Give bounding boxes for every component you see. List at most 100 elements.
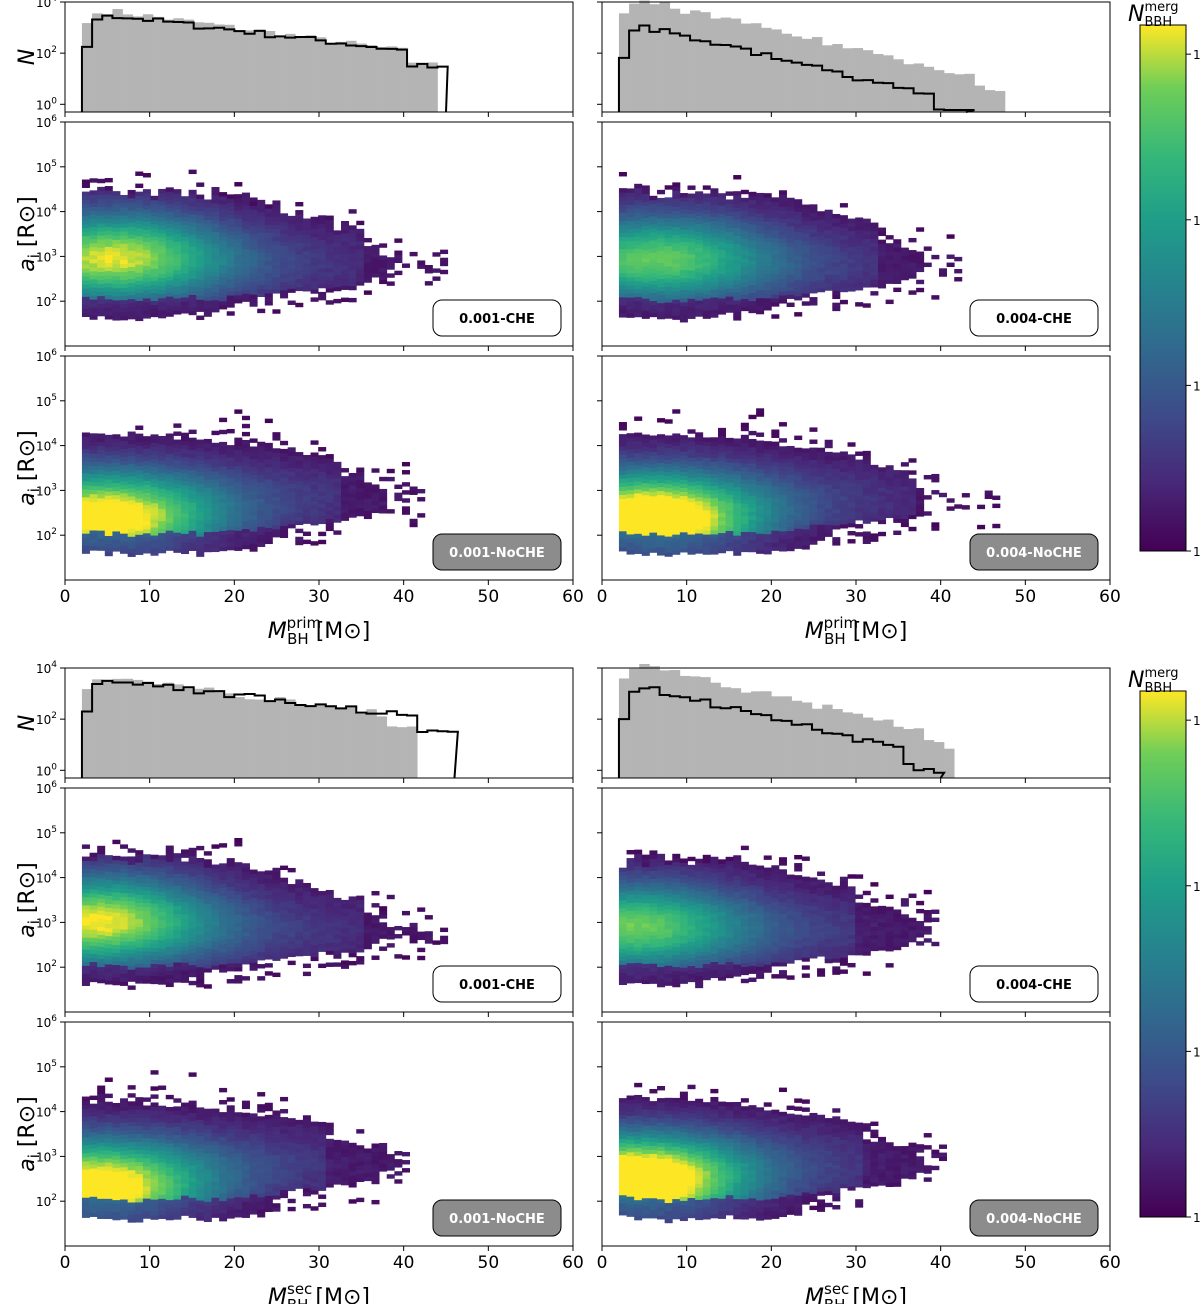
heat-cell: [104, 307, 113, 312]
heat-cell: [725, 219, 734, 225]
heat-cell: [363, 238, 372, 243]
heat-cell: [226, 246, 235, 252]
heat-cell: [409, 522, 418, 528]
heat-cell: [634, 199, 643, 205]
heat-cell: [127, 516, 136, 521]
y-tick-label: 105: [36, 393, 57, 409]
heat-cell: [839, 503, 848, 509]
heat-cell: [809, 467, 818, 473]
heat-cell: [97, 453, 106, 459]
heat-cell: [173, 516, 182, 521]
heat-cell: [824, 237, 833, 243]
heat-cell: [211, 904, 220, 910]
heat-cell: [127, 888, 136, 894]
heat-cell: [272, 524, 281, 530]
heat-cell: [318, 491, 327, 496]
heat-cell: [786, 266, 795, 271]
heat-cell: [310, 496, 319, 502]
heat-cell: [702, 217, 711, 223]
heat-cell: [89, 465, 98, 471]
heat-cell: [89, 517, 98, 523]
heat-cell: [710, 505, 719, 511]
heat-cell: [97, 861, 106, 867]
heat-cell: [618, 526, 627, 532]
heat-cell: [679, 463, 688, 468]
heat-cell: [295, 246, 304, 251]
heat-cell: [657, 197, 666, 203]
heat-cell: [664, 201, 673, 206]
heat-cell: [89, 933, 98, 938]
heat-cell: [165, 861, 174, 867]
heat-cell: [295, 476, 304, 481]
heat-cell: [287, 523, 296, 529]
heat-cell: [241, 240, 250, 246]
heat-cell: [173, 451, 182, 457]
heat-cell: [241, 976, 250, 981]
heat-cell: [234, 286, 243, 292]
heat-cell: [348, 497, 357, 502]
heat-cell: [862, 466, 871, 472]
heat-cell: [733, 199, 742, 204]
heat-cell: [188, 306, 197, 312]
heat-cell: [733, 474, 742, 480]
heat-cell: [832, 242, 841, 247]
heat-cell: [310, 277, 319, 282]
heat-cell: [165, 449, 174, 455]
heat-cell: [733, 239, 742, 244]
heat-cell: [165, 958, 174, 963]
heat-cell: [257, 538, 266, 543]
heat-cell: [839, 251, 848, 256]
heat-cell: [756, 229, 765, 234]
heat-cell: [173, 974, 182, 979]
heat-cell: [257, 207, 266, 213]
heat-cell: [679, 305, 688, 311]
heat-cell: [356, 269, 365, 274]
heat-cell: [234, 542, 243, 547]
heat-cell: [878, 279, 887, 285]
heat-cell: [165, 207, 174, 212]
heat-cell: [89, 279, 98, 284]
heat-cell: [120, 549, 129, 554]
heat-cell: [786, 518, 795, 523]
heat-cell: [855, 237, 864, 243]
heat-cell: [870, 266, 879, 272]
heat-cell: [916, 500, 925, 505]
heat-cell: [664, 253, 673, 259]
heat-cell: [241, 496, 250, 501]
heat-cell: [180, 276, 190, 282]
heat-cell: [257, 441, 266, 447]
heat-cell: [158, 476, 167, 481]
heat-cell: [801, 244, 810, 250]
heat-cell: [657, 189, 666, 195]
heat-cell: [878, 507, 887, 513]
heat-cell: [672, 485, 681, 491]
heat-cell: [740, 302, 749, 308]
heat-cell: [748, 288, 757, 294]
hist-bar: [224, 693, 235, 778]
heat-cell: [127, 508, 136, 513]
hist-bar: [417, 64, 428, 112]
heat-cell: [188, 498, 197, 503]
heat-cell: [679, 499, 688, 505]
heat-cell: [333, 286, 342, 292]
heat-cell: [885, 251, 894, 256]
heat-cell: [794, 500, 803, 505]
heat-cell: [272, 273, 281, 278]
heat-cell: [280, 513, 289, 518]
heat-cell: [150, 539, 159, 544]
heat-cell: [97, 477, 106, 483]
heat-cell: [180, 513, 190, 518]
heat-cell: [89, 291, 98, 296]
heat-cell: [740, 278, 749, 283]
heat-cell: [824, 488, 833, 493]
heat-cell: [127, 206, 136, 211]
heat-cell: [748, 284, 757, 289]
heat-cell: [249, 450, 258, 455]
heat-cell: [127, 884, 136, 890]
x-tick-label: 50: [478, 587, 500, 607]
heat-cell: [127, 258, 136, 263]
heat-cell: [356, 507, 365, 513]
heat-cell: [97, 235, 106, 240]
heat-cell: [188, 490, 197, 495]
